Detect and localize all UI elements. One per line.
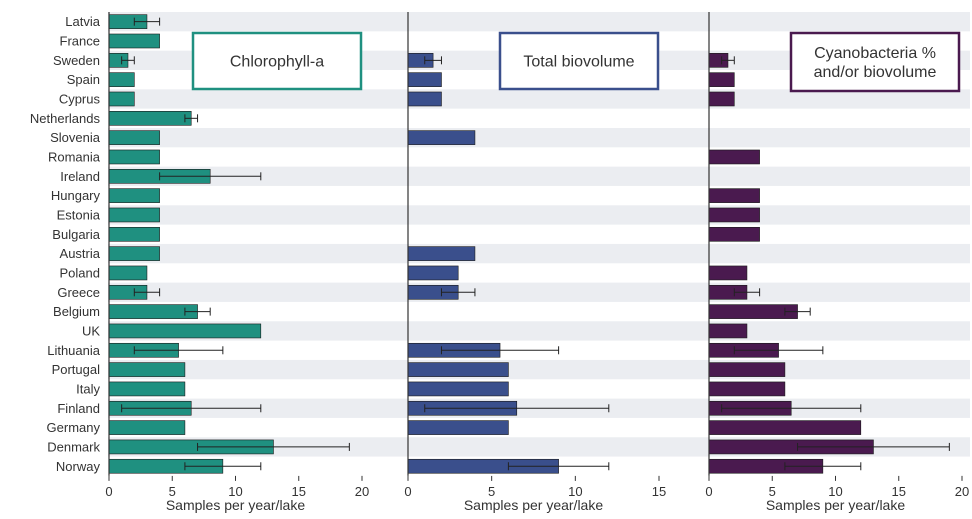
category-label: Lithuania — [47, 343, 101, 358]
panel-1: 0 5 10 15 20 Samples per year/lake Chlorophyll… — [105, 12, 369, 513]
bar — [108, 381, 186, 397]
x-tick-label: 20 — [955, 484, 969, 499]
category-label: Sweden — [53, 53, 100, 68]
bar — [407, 265, 459, 281]
bar — [407, 362, 509, 377]
category-label: Belgium — [53, 304, 100, 319]
bar — [108, 111, 192, 126]
panel-title: Total biovolume — [523, 54, 634, 71]
row-band — [108, 127, 970, 148]
category-label: Slovenia — [50, 130, 101, 145]
x-tick-label: 5 — [169, 484, 176, 499]
category-label: Germany — [47, 420, 101, 435]
category-label: Estonia — [57, 207, 101, 222]
x-tick-label: 15 — [652, 484, 666, 499]
bar — [407, 130, 476, 145]
x-axis-title: Samples per year/lake — [766, 497, 906, 513]
bar — [108, 304, 198, 319]
category-label: Ireland — [60, 169, 100, 184]
bar — [108, 33, 160, 49]
panel-2: 0 5 10 15 Samples per year/lake Total biovolu… — [404, 12, 666, 513]
row-band — [108, 166, 970, 186]
category-label: Denmark — [47, 439, 100, 454]
category-label: Cyprus — [59, 91, 101, 106]
row-band — [108, 282, 970, 302]
category-label: Finland — [57, 401, 100, 416]
panel-title-box — [498, 31, 660, 91]
category-label: France — [60, 33, 100, 48]
panel-title-box — [191, 31, 363, 91]
bar — [708, 91, 735, 107]
bar — [108, 323, 262, 339]
x-tick-label: 10 — [228, 484, 242, 499]
panel-title: Chlorophyll-a — [230, 54, 324, 71]
bar — [407, 91, 442, 107]
bar — [708, 381, 786, 397]
bar — [108, 246, 160, 261]
x-tick-label: 5 — [488, 484, 495, 499]
x-axis-title: Samples per year/lake — [464, 497, 604, 513]
row-band — [108, 321, 970, 341]
x-tick-label: 20 — [355, 484, 369, 499]
bar — [708, 304, 798, 319]
x-tick-label: 5 — [769, 484, 776, 499]
x-tick-label: 0 — [404, 484, 411, 499]
bar — [108, 362, 186, 377]
bar — [108, 420, 186, 435]
bar — [708, 149, 760, 165]
bar — [108, 226, 160, 242]
bar — [708, 265, 748, 281]
x-tick-label: 15 — [892, 484, 906, 499]
x-tick-label: 10 — [568, 484, 582, 499]
bar — [108, 91, 135, 107]
bar — [108, 149, 160, 165]
bar — [708, 226, 760, 242]
category-label: Poland — [60, 265, 100, 280]
bar — [708, 323, 748, 339]
bar — [708, 362, 786, 377]
bar — [407, 420, 509, 435]
category-label: Spain — [67, 72, 100, 87]
row-band — [108, 359, 970, 380]
category-label: UK — [82, 323, 100, 338]
panel-title: Cyanobacteria % and/or biovolume — [814, 45, 937, 81]
category-label: Italy — [76, 381, 100, 396]
category-label: Norway — [56, 459, 101, 474]
x-tick-label: 15 — [292, 484, 306, 499]
category-label: Austria — [60, 246, 101, 261]
x-tick-label: 0 — [705, 484, 712, 499]
category-label: Portugal — [52, 362, 101, 377]
row-band — [108, 89, 970, 109]
category-label: Latvia — [65, 14, 100, 29]
category-label: Bulgaria — [52, 227, 100, 242]
bar — [108, 265, 148, 281]
panel-title-box — [789, 31, 961, 93]
bar — [407, 381, 509, 397]
bar — [108, 72, 135, 87]
bar — [407, 246, 476, 261]
x-tick-label: 10 — [828, 484, 842, 499]
category-label: Romania — [48, 149, 101, 164]
category-label: Greece — [57, 285, 100, 300]
panel-3: 0 5 10 15 20 Samples per year/lake Cyanobacter… — [705, 12, 969, 513]
bar — [108, 207, 160, 223]
bar — [708, 420, 862, 435]
bar — [708, 188, 760, 203]
category-label: Hungary — [51, 188, 101, 203]
bar — [407, 72, 442, 87]
bar — [108, 188, 160, 203]
bar — [708, 72, 735, 87]
category-labels: Latvia France Sweden Spain Cyprus Netherlands… — [30, 14, 101, 474]
x-axis-title: Samples per year/lake — [166, 497, 306, 513]
row-band — [108, 205, 970, 225]
bar — [108, 130, 160, 145]
bar — [708, 207, 760, 223]
row-band — [108, 243, 970, 264]
category-label: Netherlands — [30, 111, 101, 126]
row-band — [108, 12, 970, 32]
x-tick-label: 0 — [105, 484, 112, 499]
